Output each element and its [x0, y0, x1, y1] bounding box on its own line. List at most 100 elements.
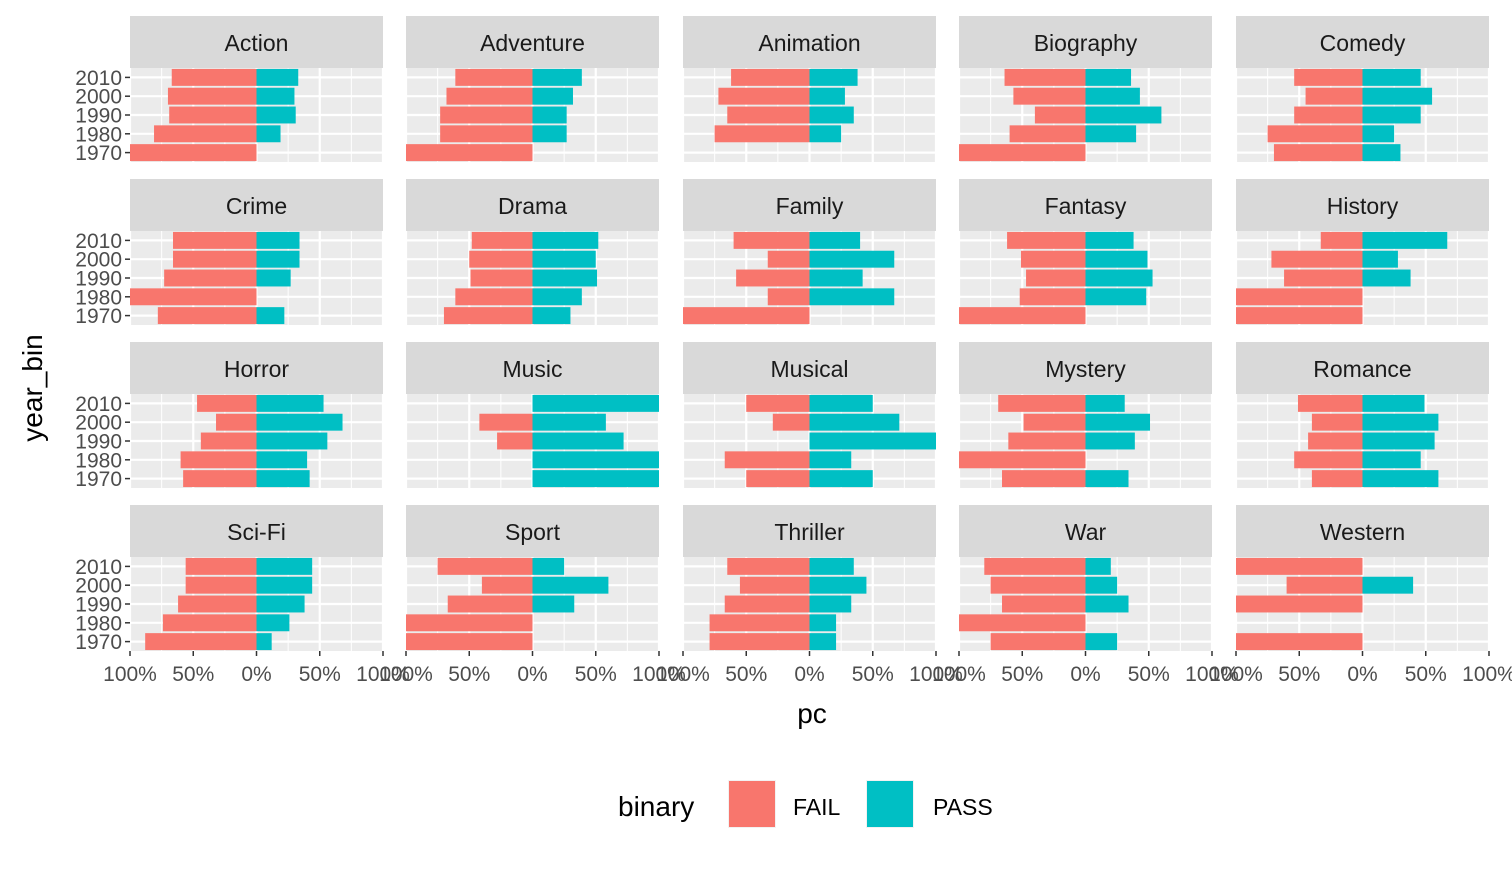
facet-title: Comedy: [1320, 30, 1406, 56]
bar-pass: [809, 269, 863, 287]
bar-fail: [406, 614, 533, 632]
bar-fail: [185, 557, 257, 575]
bar-fail: [1294, 451, 1363, 469]
facet-panel: Romance: [1234, 342, 1491, 488]
y-tick-label: 1990: [75, 431, 122, 454]
bar-pass: [256, 451, 308, 469]
facet-title: Fantasy: [1045, 193, 1127, 219]
bar-fail: [1311, 470, 1363, 488]
bar-fail: [171, 68, 257, 86]
x-axis-title: pc: [797, 698, 827, 729]
bar-fail: [1007, 231, 1086, 249]
bar-fail: [767, 288, 810, 306]
bar-fail: [990, 576, 1086, 594]
facet-strip: [959, 179, 1212, 231]
bar-fail: [1286, 576, 1363, 594]
facet-strip: [683, 179, 936, 231]
bar-pass: [256, 231, 300, 249]
bar-fail: [683, 307, 810, 325]
bar-fail: [164, 269, 257, 287]
bar-fail: [1297, 394, 1363, 412]
facet-title: Thriller: [774, 519, 845, 545]
bar-pass: [256, 470, 310, 488]
bar-fail: [1308, 432, 1363, 450]
x-tick-label: 50%: [448, 663, 490, 686]
bar-fail: [1023, 413, 1086, 431]
x-tick-label: 0%: [1347, 663, 1377, 686]
facet-strip: [683, 342, 936, 394]
bar-pass: [532, 413, 606, 431]
facet-strip: [130, 505, 383, 557]
bar-pass: [1085, 288, 1147, 306]
bar-fail: [185, 576, 257, 594]
bar-pass: [532, 106, 567, 124]
x-tick-label: 50%: [575, 663, 617, 686]
bar-pass: [809, 288, 895, 306]
bar-fail: [447, 595, 533, 613]
bar-pass: [256, 557, 313, 575]
bar-pass: [1362, 451, 1421, 469]
bar-fail: [1271, 250, 1363, 268]
y-tick-label: 1970: [75, 468, 122, 491]
x-tick-label: 0%: [517, 663, 547, 686]
bar-pass: [532, 307, 571, 325]
bar-fail: [1004, 68, 1086, 86]
bar-pass: [532, 250, 596, 268]
bar-pass: [1085, 470, 1129, 488]
facet-title: Action: [225, 30, 289, 56]
bar-fail: [154, 125, 257, 143]
bar-fail: [470, 269, 533, 287]
facet-title: Family: [776, 193, 844, 219]
legend-label-fail: FAIL: [793, 794, 841, 820]
facet-title: Sport: [505, 519, 561, 545]
legend-swatch-fail: [729, 781, 775, 827]
bar-fail: [157, 307, 257, 325]
facet-strip: [130, 179, 383, 231]
facet-strip: [130, 342, 383, 394]
bar-fail: [959, 307, 1086, 325]
facet-strip: [1236, 342, 1489, 394]
x-tick-label: 100%: [1462, 663, 1512, 686]
bar-fail: [200, 432, 257, 450]
x-tick-label: 100%: [656, 663, 710, 686]
bar-fail: [1236, 288, 1363, 306]
bar-pass: [1085, 557, 1111, 575]
bar-fail: [1020, 250, 1086, 268]
facet-strip: [406, 505, 659, 557]
bar-pass: [532, 557, 565, 575]
bar-fail: [1284, 269, 1363, 287]
bar-pass: [256, 106, 296, 124]
bar-pass: [809, 470, 873, 488]
facet-strip: [683, 16, 936, 68]
bar-fail: [162, 614, 257, 632]
bar-pass: [1085, 106, 1162, 124]
bar-fail: [709, 633, 810, 651]
bar-fail: [739, 576, 810, 594]
bar-pass: [1362, 87, 1433, 105]
bar-pass: [809, 451, 852, 469]
bar-pass: [1085, 231, 1134, 249]
facet-title: Crime: [226, 193, 287, 219]
bar-pass: [532, 595, 575, 613]
bar-pass: [1362, 269, 1411, 287]
bar-pass: [256, 87, 295, 105]
bar-fail: [173, 231, 257, 249]
bar-fail: [709, 614, 810, 632]
bar-pass: [1362, 413, 1439, 431]
bar-fail: [727, 557, 810, 575]
facet-title: Music: [502, 356, 562, 382]
y-tick-label: 1980: [75, 123, 122, 146]
bar-pass: [532, 576, 609, 594]
bar-pass: [809, 576, 867, 594]
y-tick-label: 2000: [75, 575, 122, 598]
y-tick-label: 2010: [75, 67, 122, 90]
legend-swatch-pass: [867, 781, 913, 827]
facet-title: Biography: [1034, 30, 1138, 56]
bar-fail: [1267, 125, 1363, 143]
facet-strip: [959, 16, 1212, 68]
